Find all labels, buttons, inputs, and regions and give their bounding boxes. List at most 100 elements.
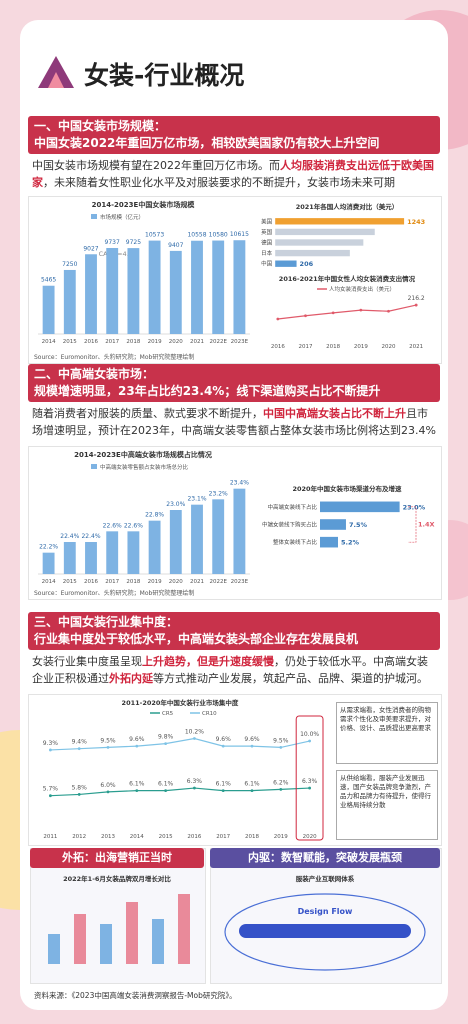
paragraph-text: 外拓内延 bbox=[109, 672, 153, 685]
legend-swatch bbox=[91, 214, 97, 219]
value-label: 9.5% bbox=[100, 737, 116, 744]
value-label: 9407 bbox=[168, 242, 183, 249]
chart bbox=[48, 894, 190, 964]
chart: Design Flow bbox=[224, 893, 426, 971]
value-label: 22.6% bbox=[124, 522, 143, 529]
point bbox=[279, 787, 283, 791]
point bbox=[106, 746, 110, 749]
line bbox=[50, 787, 310, 797]
value-label: 9737 bbox=[105, 239, 120, 246]
panel bbox=[210, 848, 442, 984]
bar bbox=[275, 260, 297, 267]
point bbox=[221, 789, 225, 793]
value-label: 22.2% bbox=[39, 544, 58, 551]
value-label: 23.2% bbox=[209, 490, 228, 497]
bar bbox=[63, 542, 76, 574]
value-label: 23.0% bbox=[403, 503, 426, 511]
x-tick-label: 2017 bbox=[105, 579, 119, 585]
x-tick-label: 2021 bbox=[409, 344, 423, 350]
x-tick-label: 2020 bbox=[303, 834, 317, 840]
logo-triangle bbox=[48, 72, 64, 88]
point bbox=[49, 794, 52, 798]
paragraph: 女装行业集中度虽呈现上升趋势，但是升速度缓慢，仍处于较低水平。中高端女装企业正积… bbox=[32, 653, 438, 687]
value-label: 6.1% bbox=[158, 781, 174, 788]
value-label: 6.1% bbox=[216, 781, 232, 788]
decor-bar bbox=[100, 924, 112, 964]
value-label: 9027 bbox=[83, 245, 98, 252]
panel-subtitle: 2022年1-6月女装品牌双月增长对比 bbox=[63, 875, 171, 883]
x-tick-label: 2023E bbox=[231, 339, 249, 345]
x-tick-label: 2016 bbox=[84, 339, 98, 345]
point bbox=[193, 786, 196, 790]
section-label: 二、中高端女装市场： bbox=[34, 367, 155, 381]
flow-band bbox=[239, 924, 411, 938]
y-tick-label: 整体女装线下占比 bbox=[273, 538, 318, 546]
value-label: 6.2% bbox=[273, 779, 289, 786]
point bbox=[279, 746, 283, 749]
section-label: 三、中国女装行业集中度： bbox=[34, 615, 179, 629]
bar bbox=[233, 240, 246, 334]
x-tick-label: 2018 bbox=[126, 579, 140, 585]
paragraph-text: 随着消费者对服装的质量、款式要求不断提升， bbox=[32, 407, 263, 420]
point bbox=[331, 311, 335, 315]
paragraph-text: 女装行业集中度虽呈现 bbox=[32, 655, 142, 668]
value-label: 23.4% bbox=[230, 480, 249, 487]
x-tick-label: 2020 bbox=[169, 339, 183, 345]
value-label: 216.2 bbox=[408, 295, 425, 302]
x-tick-label: 2014 bbox=[42, 339, 56, 345]
value-label: 9725 bbox=[126, 239, 141, 246]
x-tick-label: 2011 bbox=[43, 834, 57, 840]
section-header: 三、中国女装行业集中度： 行业集中度处于较低水平，中高端女装头部企业存在发展良机 bbox=[28, 612, 440, 650]
section-header: 二、中高端女装市场： 规模增速明显，23年占比约23.4%；线下渠道购买占比不断提… bbox=[28, 364, 440, 402]
bar bbox=[85, 542, 97, 574]
bar bbox=[127, 248, 140, 334]
callout: 从供给端看，服装产业发展迅速，国产女装品牌竞争激烈，产品力和品牌力有待提升，使得… bbox=[336, 770, 438, 840]
callout: 从需求端看，女性消费者的购物需求个性化及审美要求提升，对价格、设计、品质提出更高… bbox=[336, 702, 438, 764]
x-tick-label: 2015 bbox=[63, 339, 77, 345]
value-label: 9.6% bbox=[216, 736, 232, 743]
bar bbox=[320, 536, 338, 548]
bar bbox=[106, 531, 119, 574]
x-tick-label: 2012 bbox=[72, 834, 86, 840]
x-tick-label: 2020 bbox=[169, 579, 183, 585]
value-label: 5.8% bbox=[72, 784, 88, 791]
value-label: 10573 bbox=[145, 232, 164, 239]
x-tick-label: 2016 bbox=[271, 344, 285, 350]
point bbox=[164, 789, 168, 793]
x-tick-label: 2019 bbox=[148, 579, 162, 585]
x-tick-label: 2013 bbox=[101, 834, 115, 840]
decor-bar bbox=[74, 914, 86, 964]
y-tick-label: 美国 bbox=[261, 217, 273, 225]
bar bbox=[320, 519, 346, 530]
bar bbox=[191, 504, 203, 574]
x-tick-label: 2021 bbox=[190, 339, 204, 345]
highlight-frame bbox=[295, 715, 324, 841]
y-tick-label: 中国 bbox=[261, 260, 273, 268]
logo bbox=[38, 56, 74, 88]
paragraph-text: 等方式推动产业发展，筑起产品、品牌、渠道的护城河。 bbox=[153, 672, 428, 685]
point bbox=[221, 744, 225, 748]
x-tick-label: 2015 bbox=[159, 834, 173, 840]
footer: 资料来源：《2023中国高端女装消费洞察报告-Mob研究院》。 bbox=[34, 991, 237, 1000]
paragraph-text: 中国女装市场规模有望在2022年重回万亿市场。而 bbox=[32, 159, 280, 172]
point bbox=[387, 309, 390, 313]
value-label: 9.6% bbox=[244, 736, 260, 743]
bar bbox=[169, 510, 182, 574]
point bbox=[164, 742, 168, 745]
point bbox=[414, 303, 418, 307]
value-label: 22.6% bbox=[103, 522, 122, 529]
paragraph-text: 人均服装消费支出远低于欧美国家 bbox=[32, 159, 434, 189]
value-label: 5.2% bbox=[341, 539, 360, 547]
point bbox=[250, 744, 254, 748]
legend-swatch bbox=[91, 464, 97, 469]
point bbox=[250, 789, 254, 793]
x-tick-label: 2019 bbox=[354, 344, 368, 350]
bar bbox=[169, 250, 182, 334]
chart: 2011-2020年中国女装行业市场集中度 CR5 CR10 2011 2012 2013… bbox=[43, 698, 324, 841]
point bbox=[359, 308, 363, 312]
bar bbox=[148, 240, 161, 334]
section-header: 一、中国女装市场规模： 中国女装2022年重回万亿市场，相较欧美国家仍有较大上升空… bbox=[28, 116, 440, 154]
